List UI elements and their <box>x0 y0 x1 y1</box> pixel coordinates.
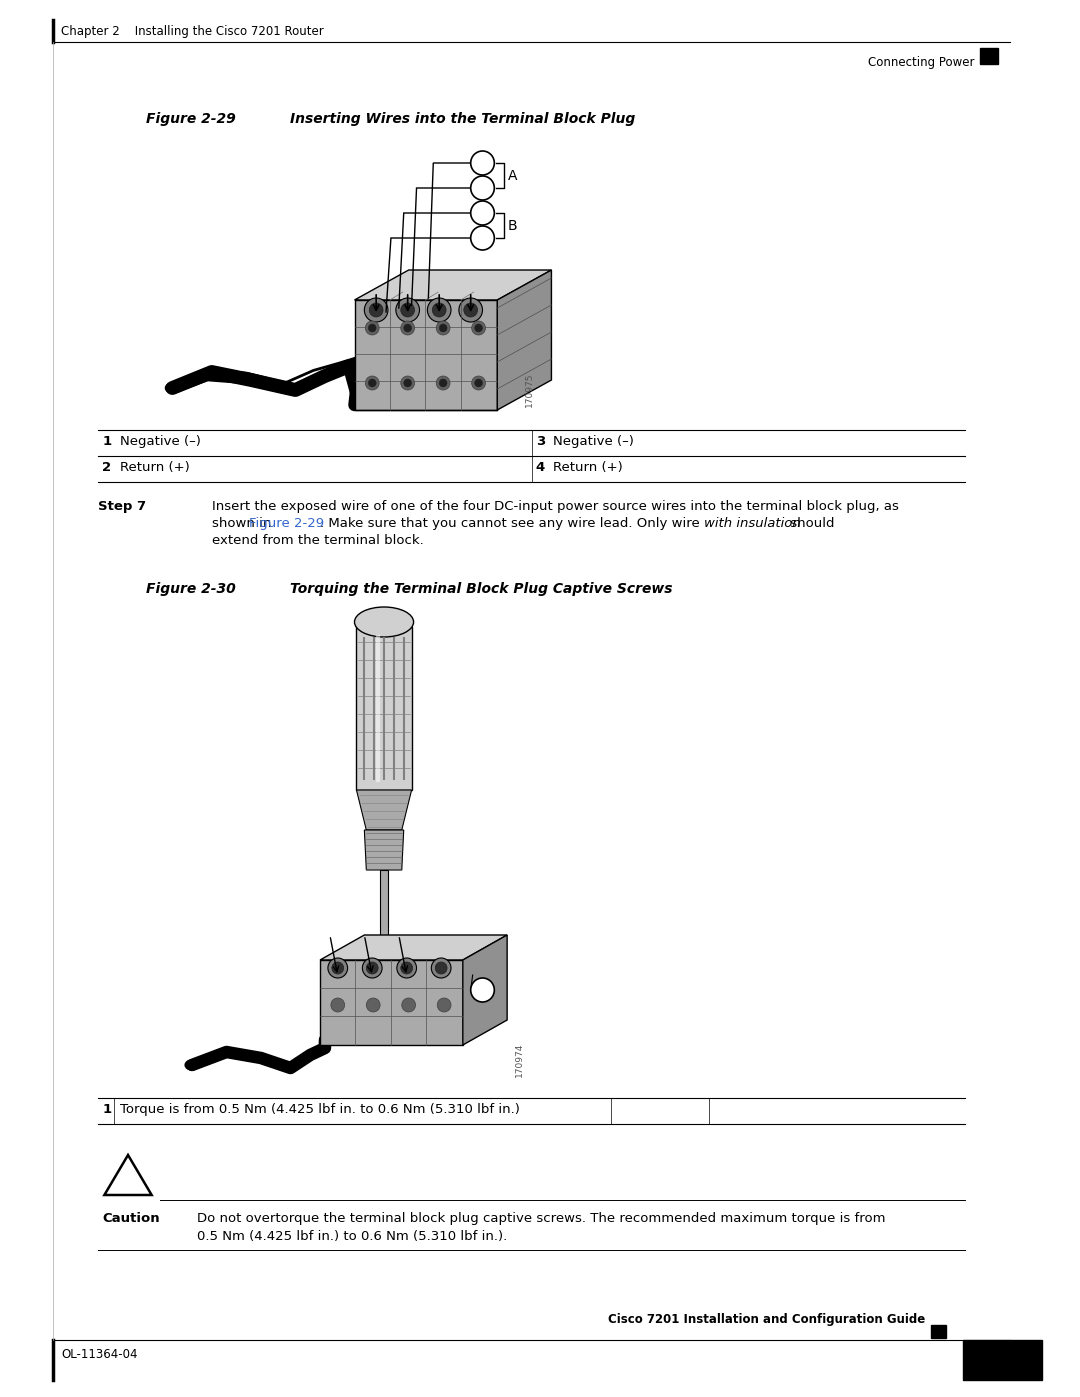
Circle shape <box>428 298 451 321</box>
Text: Cisco 7201 Installation and Configuration Guide: Cisco 7201 Installation and Configuratio… <box>608 1313 926 1326</box>
Text: Negative (–): Negative (–) <box>553 434 634 448</box>
Bar <box>980 47 998 64</box>
Circle shape <box>436 321 450 335</box>
Circle shape <box>472 321 486 335</box>
Ellipse shape <box>354 608 414 637</box>
Text: extend from the terminal block.: extend from the terminal block. <box>212 534 423 548</box>
Circle shape <box>401 963 413 974</box>
Circle shape <box>368 324 376 332</box>
Text: Figure 2-29: Figure 2-29 <box>249 517 324 529</box>
Text: 1: 1 <box>478 985 486 997</box>
Circle shape <box>363 958 382 978</box>
Polygon shape <box>497 270 552 409</box>
Polygon shape <box>105 1155 151 1194</box>
Text: !: ! <box>124 1173 132 1192</box>
Text: Torque is from 0.5 Nm (4.425 lbf in. to 0.6 Nm (5.310 lbf in.): Torque is from 0.5 Nm (4.425 lbf in. to … <box>120 1104 519 1116</box>
Text: 3: 3 <box>536 434 545 448</box>
Circle shape <box>435 963 447 974</box>
Polygon shape <box>356 789 411 830</box>
Circle shape <box>432 303 446 317</box>
Bar <box>931 1324 946 1338</box>
Text: 4: 4 <box>478 232 486 246</box>
Circle shape <box>368 379 376 387</box>
Text: 2: 2 <box>478 183 486 196</box>
Polygon shape <box>354 270 552 300</box>
Circle shape <box>472 376 486 390</box>
Circle shape <box>365 321 379 335</box>
Bar <box>377 960 391 968</box>
Polygon shape <box>320 960 463 1045</box>
Circle shape <box>437 997 451 1011</box>
Polygon shape <box>364 830 404 870</box>
Text: Return (+): Return (+) <box>553 461 623 474</box>
Text: 2-31: 2-31 <box>980 1351 1025 1369</box>
Circle shape <box>471 176 495 200</box>
Circle shape <box>431 958 451 978</box>
Text: Connecting Power: Connecting Power <box>868 56 975 68</box>
Circle shape <box>365 376 379 390</box>
Circle shape <box>459 298 483 321</box>
Text: with insulation: with insulation <box>704 517 801 529</box>
Circle shape <box>396 298 419 321</box>
Text: 170975: 170975 <box>525 373 535 408</box>
Bar <box>380 870 388 960</box>
Circle shape <box>471 151 495 175</box>
Text: Caution: Caution <box>103 1213 160 1225</box>
Circle shape <box>401 376 415 390</box>
Text: Step 7: Step 7 <box>98 500 147 513</box>
Circle shape <box>471 978 495 1002</box>
Circle shape <box>330 997 345 1011</box>
Circle shape <box>471 226 495 250</box>
Circle shape <box>402 997 416 1011</box>
Text: Chapter 2    Installing the Cisco 7201 Router: Chapter 2 Installing the Cisco 7201 Rout… <box>62 25 324 38</box>
Text: A: A <box>508 169 517 183</box>
Text: 1: 1 <box>478 158 486 170</box>
Circle shape <box>401 303 415 317</box>
Text: OL-11364-04: OL-11364-04 <box>62 1348 137 1361</box>
Polygon shape <box>354 300 497 409</box>
Bar <box>963 1340 1042 1380</box>
Circle shape <box>436 376 450 390</box>
Text: 1: 1 <box>103 434 111 448</box>
Text: should: should <box>786 517 835 529</box>
Text: 170974: 170974 <box>515 1042 525 1077</box>
Text: Inserting Wires into the Terminal Block Plug: Inserting Wires into the Terminal Block … <box>291 112 636 126</box>
Ellipse shape <box>165 383 179 393</box>
Text: . Make sure that you cannot see any wire lead. Only wire: . Make sure that you cannot see any wire… <box>320 517 704 529</box>
Text: 2: 2 <box>103 461 111 474</box>
Circle shape <box>396 958 417 978</box>
Circle shape <box>364 298 388 321</box>
Circle shape <box>404 324 411 332</box>
Polygon shape <box>463 935 508 1045</box>
Circle shape <box>332 963 343 974</box>
Text: Negative (–): Negative (–) <box>120 434 201 448</box>
Text: Figure 2-29: Figure 2-29 <box>146 112 235 126</box>
Circle shape <box>401 321 415 335</box>
Circle shape <box>440 379 447 387</box>
Circle shape <box>474 324 483 332</box>
Text: Do not overtorque the terminal block plug captive screws. The recommended maximu: Do not overtorque the terminal block plu… <box>197 1213 886 1225</box>
Ellipse shape <box>185 1060 199 1070</box>
Circle shape <box>366 997 380 1011</box>
Text: shown in: shown in <box>212 517 275 529</box>
Circle shape <box>404 379 411 387</box>
Circle shape <box>366 963 378 974</box>
Text: Return (+): Return (+) <box>120 461 190 474</box>
Text: Torquing the Terminal Block Plug Captive Screws: Torquing the Terminal Block Plug Captive… <box>291 583 673 597</box>
Text: Figure 2-30: Figure 2-30 <box>146 583 235 597</box>
Circle shape <box>369 303 383 317</box>
Polygon shape <box>356 627 411 789</box>
Circle shape <box>471 201 495 225</box>
Text: B: B <box>508 218 517 232</box>
Text: 4: 4 <box>536 461 545 474</box>
Text: 3: 3 <box>478 208 486 221</box>
Text: 1: 1 <box>103 1104 111 1116</box>
Circle shape <box>463 303 477 317</box>
Text: Insert the exposed wire of one of the four DC-input power source wires into the : Insert the exposed wire of one of the fo… <box>212 500 899 513</box>
Polygon shape <box>320 935 508 960</box>
Circle shape <box>328 958 348 978</box>
Text: 0.5 Nm (4.425 lbf in.) to 0.6 Nm (5.310 lbf in.).: 0.5 Nm (4.425 lbf in.) to 0.6 Nm (5.310 … <box>197 1229 508 1243</box>
Circle shape <box>440 324 447 332</box>
Circle shape <box>474 379 483 387</box>
